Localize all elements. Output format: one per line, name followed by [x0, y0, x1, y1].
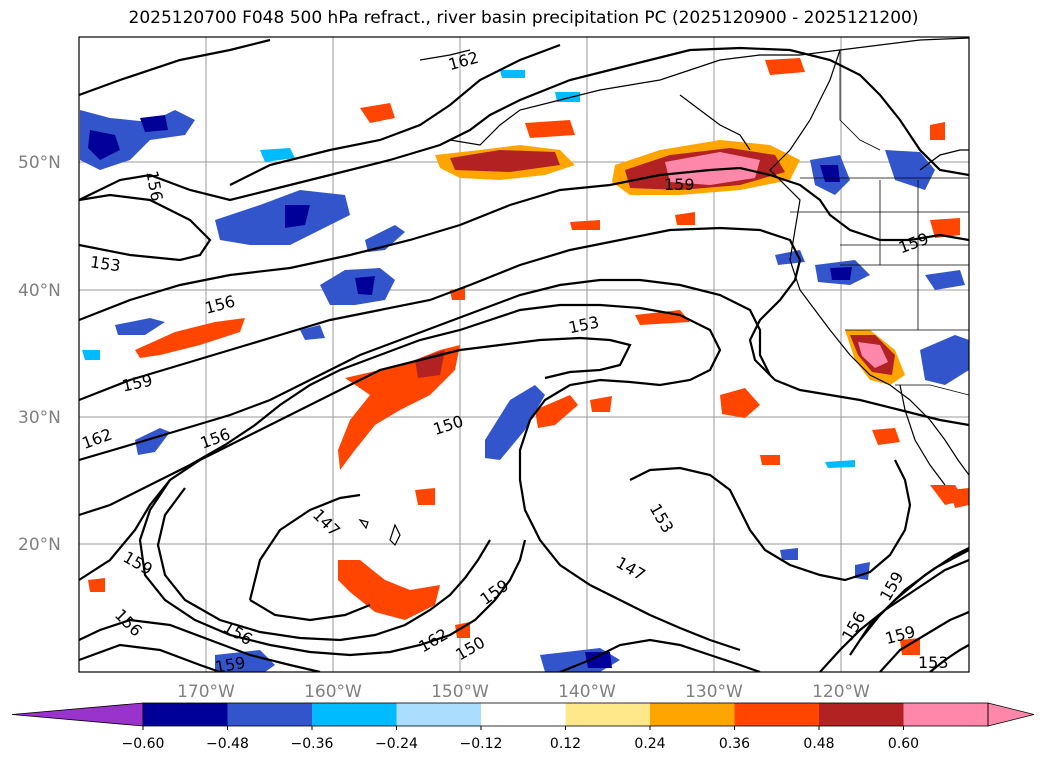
colorbar-tick-label: 0.48 — [803, 736, 834, 752]
precip-pos-patch — [720, 388, 760, 418]
precip-pos-patch — [590, 396, 612, 412]
precip-pos-patch — [765, 58, 805, 75]
precip-pos-patch — [88, 578, 105, 592]
colorbar-tick-label: 0.12 — [550, 736, 581, 752]
precip-pos-patch — [858, 342, 888, 368]
precip-neg-patch — [115, 318, 165, 335]
precip-neg-patch — [140, 115, 168, 132]
precip-pos-patch — [415, 350, 445, 378]
precip-pos-patch — [415, 488, 435, 505]
precip-pos-patch — [570, 220, 600, 230]
contour-label: 159 — [664, 175, 695, 194]
colorbar-cell — [481, 703, 566, 726]
colorbar-tick-label: −0.48 — [206, 736, 249, 752]
lon-label-120w: 120°W — [812, 682, 870, 702]
colorbar-extend-low — [11, 702, 144, 727]
colorbar-cell — [565, 703, 651, 726]
precip-pos-patch — [930, 122, 945, 140]
precip-pos-patch — [950, 488, 969, 508]
precip-neg-patch — [585, 652, 612, 668]
political-borders — [790, 50, 969, 396]
precip-neg-patch — [88, 130, 120, 160]
colorbar-tick-label: 0.24 — [634, 736, 665, 752]
colorbar-tick-label: 0.60 — [888, 736, 919, 752]
latitude-labels: 50°N 40°N 30°N 20°N — [18, 153, 61, 555]
precip-neg-patch — [885, 150, 935, 190]
precip-pos-patch — [760, 455, 780, 465]
longitude-labels: 170°W 160°W 150°W 140°W 130°W 120°W — [177, 682, 870, 702]
lon-label-170w: 170°W — [177, 682, 235, 702]
precip-pos-patch — [872, 428, 900, 445]
contour-label: 159 — [214, 653, 247, 677]
lat-label-30n: 30°N — [18, 408, 61, 428]
precip-pos-patch — [135, 318, 245, 358]
precip-neg-patch — [825, 460, 855, 468]
precip-pos-patch — [930, 218, 960, 238]
lon-label-130w: 130°W — [685, 682, 743, 702]
colorbar-extend-high — [987, 702, 1035, 727]
precip-neg-patch — [500, 70, 525, 78]
precip-neg-patch — [82, 350, 100, 360]
colorbar-cell — [143, 703, 228, 726]
precip-neg-patch — [355, 276, 375, 295]
colorbar-tick-label: −0.24 — [375, 736, 418, 752]
map-background — [79, 37, 969, 672]
lat-label-20n: 20°N — [18, 535, 61, 555]
precip-neg-patch — [925, 270, 965, 290]
refractivity-contours — [79, 38, 969, 672]
precip-pos-patch — [360, 103, 395, 123]
colorbar: −0.60 −0.48 −0.36 −0.24 −0.12 0.12 0.24 0.36 0.4… — [11, 702, 1035, 752]
precip-neg-patch — [485, 385, 545, 460]
colorbar-cell — [650, 703, 735, 726]
map-frame — [78, 36, 970, 673]
lat-label-50n: 50°N — [18, 153, 61, 173]
lon-label-150w: 150°W — [431, 682, 489, 702]
precip-neg-patch — [830, 267, 852, 280]
colorbar-cell — [819, 703, 904, 726]
precip-neg-patch — [855, 562, 870, 580]
colorbar-tick-label: −0.60 — [122, 736, 165, 752]
precip-neg-patch — [780, 548, 798, 560]
colorbar-tick-label: −0.12 — [460, 736, 503, 752]
lon-label-160w: 160°W — [304, 682, 362, 702]
precip-pos-patch — [675, 212, 695, 225]
precip-pos-patch — [525, 120, 575, 138]
precip-neg-patch — [920, 335, 969, 385]
precip-pos-patch — [535, 395, 578, 428]
map-title: 2025120700 F048 500 hPa refract., river … — [128, 8, 919, 28]
precip-neg-patch — [300, 325, 325, 340]
colorbar-cell — [227, 703, 313, 726]
precip-neg-patch — [365, 225, 405, 252]
precip-pos-patch — [450, 150, 560, 172]
colorbar-cell — [312, 703, 397, 726]
precip-neg-patch — [215, 190, 350, 245]
precip-neg-patch — [285, 205, 310, 228]
coastlines — [358, 37, 969, 547]
colorbar-tick-label: −0.36 — [291, 736, 334, 752]
lat-label-40n: 40°N — [18, 281, 61, 301]
precip-pos-patch — [665, 152, 760, 185]
precip-neg-patch — [215, 650, 275, 672]
colorbar-cell — [903, 703, 989, 726]
contour-label: 153 — [89, 252, 122, 275]
colorbar-cell — [396, 703, 482, 726]
lon-label-140w: 140°W — [558, 682, 616, 702]
colorbar-tick-label: 0.36 — [719, 736, 750, 752]
colorbar-cell — [734, 703, 820, 726]
precip-neg-patch — [260, 148, 295, 162]
contour-label: 153 — [918, 653, 949, 672]
precip-pos-patch — [338, 560, 440, 620]
